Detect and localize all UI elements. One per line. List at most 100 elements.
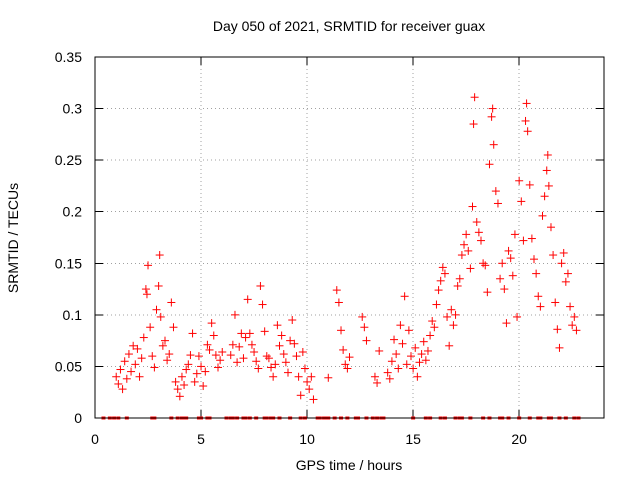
data-point [485,160,494,169]
data-point [472,218,481,227]
data-point [250,347,259,356]
data-point [566,302,575,311]
x-tick-label: 0 [91,431,99,447]
y-tick-label: 0.25 [55,152,82,168]
y-tick-label: 0.35 [55,49,82,65]
data-point [504,246,513,255]
data-point [112,372,121,381]
data-point [260,327,269,336]
data-point [360,323,369,332]
data-point [139,333,148,342]
data-point [142,290,151,299]
data-point [135,372,144,381]
data-point [402,360,411,369]
data-point [154,281,163,290]
data-point [519,236,528,245]
data-point [252,357,261,366]
data-point [294,372,303,381]
data-point [201,367,210,376]
data-point [523,127,532,136]
y-tick-label: 0.1 [63,307,83,323]
data-point [264,354,273,363]
data-point [544,181,553,190]
y-tick-label: 0 [74,410,82,426]
data-point [152,305,161,314]
data-point [409,364,418,373]
data-point [296,391,305,400]
data-point [392,350,401,359]
data-point [415,358,424,367]
data-point [423,346,432,355]
data-point [230,310,239,319]
data-point [483,288,492,297]
data-point [522,99,531,108]
data-point [540,192,549,201]
data-point [173,385,182,394]
data-point [137,354,146,363]
data-point [443,312,452,321]
data-point [120,357,129,366]
data-point [385,374,394,383]
data-point [527,234,536,243]
data-point [339,345,348,354]
data-point [286,336,295,345]
data-point [455,274,464,283]
data-point [190,377,199,386]
data-point [292,352,301,361]
data-point [493,199,502,208]
data-point [570,312,579,321]
data-point [394,364,403,373]
data-point [453,281,462,290]
data-point [167,298,176,307]
data-point [538,211,547,220]
data-point [510,230,519,239]
data-point [148,352,157,361]
data-point [464,246,473,255]
data-point [362,336,371,345]
data-point [114,379,123,388]
data-point [175,392,184,401]
data-point [165,350,174,359]
data-point [184,360,193,369]
data-point [275,341,284,350]
data-point [358,312,367,321]
data-point [194,352,203,361]
data-point [169,323,178,332]
data-point [543,150,552,159]
data-point [192,369,201,378]
data-point [205,345,214,354]
x-tick-label: 15 [405,431,421,447]
data-point [118,385,127,394]
data-point [124,350,133,359]
data-point [502,319,511,328]
data-point [199,382,208,391]
data-point [307,372,316,381]
data-point [158,341,167,350]
data-point [563,269,572,278]
data-point [491,187,500,196]
data-point [182,365,191,374]
data-point [186,351,195,360]
data-point [129,341,138,350]
x-tick-label: 20 [511,431,527,447]
y-tick-label: 0.15 [55,255,82,271]
plot-frame [94,56,605,419]
data-point [305,385,314,394]
data-point [521,116,530,125]
data-point [262,352,271,361]
data-point [267,363,276,372]
data-point [568,321,577,330]
data-point [226,351,235,360]
data-point [277,331,286,340]
data-point [116,365,125,374]
data-point [513,312,522,321]
data-point [559,248,568,257]
data-point [247,340,256,349]
data-point [271,360,280,369]
data-point [440,269,449,278]
data-point [228,340,237,349]
data-point [500,285,509,294]
data-point [269,372,278,381]
data-point [218,347,227,356]
data-point [144,261,153,270]
